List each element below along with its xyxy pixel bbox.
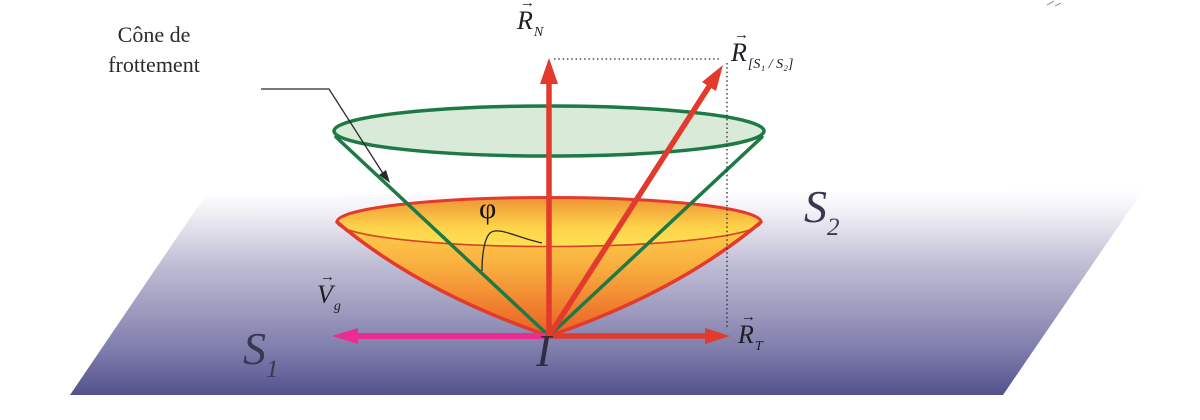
label-rs1s2: → R[S₁ / S₂] xyxy=(731,28,793,72)
annotation-line-2: frottement xyxy=(108,52,200,78)
friction-cone-left-edge xyxy=(334,135,551,338)
label-rn-sub: N xyxy=(533,25,544,40)
label-vg: → Vg xyxy=(317,270,341,314)
annotation-line-1: Cône de xyxy=(117,22,191,47)
label-vg-sub: g xyxy=(333,299,341,314)
vg-arrow-head xyxy=(332,328,358,344)
vector-arrow-icon: → xyxy=(734,27,749,43)
label-rt-base: R xyxy=(738,320,754,349)
annotation-leader-line xyxy=(261,88,385,176)
vector-arrow-icon: → xyxy=(320,269,335,285)
label-phi: φ xyxy=(479,192,497,225)
label-s2-base: S xyxy=(804,181,827,232)
label-solid-s2: S2 xyxy=(804,181,840,241)
label-vg-base: V xyxy=(317,280,333,309)
label-rs1s2-sub: [S₁ / S₂] xyxy=(747,57,794,72)
label-contact-point-i: I xyxy=(536,325,552,376)
label-rn-base: R xyxy=(517,6,533,35)
friction-cone-right-edge xyxy=(547,135,764,338)
vector-arrow-icon: → xyxy=(741,309,756,325)
label-s1-sub: 1 xyxy=(266,356,279,383)
label-rn: → RN xyxy=(517,0,543,40)
annotation-leader-arrow-head xyxy=(379,170,390,183)
vector-arrow-icon: → xyxy=(520,0,535,11)
label-s2-sub: 2 xyxy=(827,214,840,241)
orange-cone-right-edge xyxy=(547,220,763,338)
rs1s2-arrow-head xyxy=(702,65,723,91)
cropped-text-artifact xyxy=(1046,0,1062,7)
label-s1-base: S xyxy=(243,323,266,374)
label-rt: → RT xyxy=(738,310,763,354)
rn-arrow-head xyxy=(540,58,558,84)
label-rs1s2-base: R xyxy=(731,38,747,67)
rt-arrow-head xyxy=(705,328,730,344)
rs1s2-arrow-shaft xyxy=(546,83,713,338)
label-rt-sub: T xyxy=(754,339,763,354)
orange-cone-left-edge xyxy=(335,220,551,338)
friction-cone-annotation: Cône de frottement xyxy=(84,20,224,81)
phi-angle-arc xyxy=(481,230,543,272)
label-solid-s1: S1 xyxy=(243,323,279,383)
